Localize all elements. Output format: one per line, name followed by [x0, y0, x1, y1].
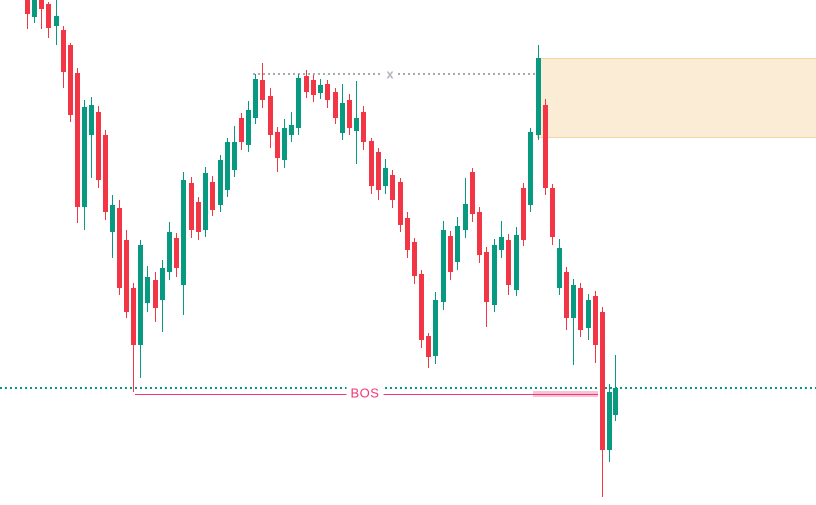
candle-body: [31, 0, 37, 17]
candle-body: [469, 172, 475, 214]
candle-body: [116, 208, 122, 288]
candle-body: [288, 125, 294, 135]
candle-body: [592, 296, 598, 345]
candle-body: [324, 84, 330, 100]
swing-low-dotted-line[interactable]: [0, 387, 816, 389]
candle-body: [476, 212, 482, 255]
candle-body: [252, 79, 258, 118]
candle-body: [317, 85, 323, 93]
candle-body: [491, 245, 497, 305]
candle-body: [404, 218, 410, 250]
candle-body: [339, 103, 345, 133]
candle-body: [137, 245, 143, 345]
candle-body: [295, 78, 301, 128]
candle-body: [513, 235, 519, 290]
candle-body: [556, 248, 562, 288]
candle-body: [102, 135, 108, 212]
candle-body: [195, 202, 201, 232]
candle-body: [353, 118, 359, 131]
candle-body: [259, 80, 265, 100]
candle-body: [382, 168, 388, 186]
candle-body: [346, 100, 352, 128]
candle-body: [95, 112, 101, 180]
candle-body: [483, 252, 489, 302]
candle-wick: [40, 0, 42, 29]
supply-zone[interactable]: [537, 58, 816, 138]
candle-wick: [26, 0, 28, 29]
candle-body: [447, 236, 453, 272]
candle-body: [454, 226, 460, 262]
candle-body: [281, 128, 287, 160]
candle-body: [535, 58, 541, 135]
candle-body: [332, 92, 338, 118]
candle-body: [368, 141, 374, 186]
candle-body: [238, 118, 244, 142]
candle-body: [38, 0, 44, 9]
candle-body: [202, 173, 208, 230]
candle-body: [45, 4, 51, 28]
candle-body: [411, 242, 417, 276]
candle-body: [224, 142, 230, 190]
candle-body: [360, 112, 366, 142]
candle-body: [217, 160, 223, 205]
candle-body: [24, 0, 30, 14]
candle-body: [245, 110, 251, 145]
candle-body: [612, 388, 618, 415]
candle-body: [109, 205, 115, 232]
candle-body: [209, 182, 215, 210]
candle-body: [542, 105, 548, 188]
candle-body: [152, 280, 158, 308]
candle-wick: [572, 279, 574, 365]
candle-body: [310, 80, 316, 95]
candle-body: [505, 240, 511, 285]
candle-body: [563, 272, 569, 318]
candle-body: [418, 274, 424, 340]
candle-body: [166, 232, 172, 272]
candle-body: [527, 132, 533, 205]
candle-body: [88, 105, 94, 135]
candle-body: [432, 300, 438, 356]
equal-highs-label[interactable]: x: [382, 67, 398, 81]
candle-body: [570, 285, 576, 318]
candle-body: [606, 392, 612, 450]
candle-body: [585, 300, 591, 328]
candle-body: [74, 73, 80, 207]
candle-body: [81, 107, 87, 207]
candle-body: [123, 240, 129, 312]
candle-body: [159, 268, 165, 300]
candle-body: [188, 183, 194, 230]
candle-body: [231, 142, 237, 170]
candle-body: [599, 312, 605, 450]
candle-body: [274, 132, 280, 158]
candle-wick: [90, 97, 92, 178]
candle-body: [67, 45, 73, 115]
candle-body: [577, 288, 583, 330]
candle-body: [498, 237, 504, 250]
candle-body: [173, 238, 179, 268]
candle-body: [462, 204, 468, 230]
candle-body: [267, 96, 273, 135]
candle-body: [144, 277, 150, 303]
candle-body: [130, 288, 136, 345]
candle-body: [440, 230, 446, 302]
candle-body: [60, 30, 66, 72]
candle-body: [549, 188, 555, 237]
candle-body: [397, 182, 403, 225]
candle-body: [425, 336, 431, 357]
candle-body: [303, 76, 309, 92]
candle-body: [389, 175, 395, 200]
candle-body: [520, 188, 526, 240]
candle-body: [180, 180, 186, 285]
candle-body: [53, 16, 59, 26]
bos-label[interactable]: BOS: [346, 386, 384, 400]
candle-body: [375, 152, 381, 190]
